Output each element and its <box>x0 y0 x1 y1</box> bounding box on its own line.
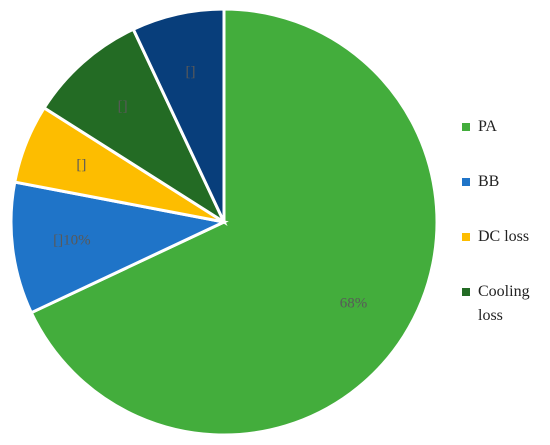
legend-entry: DC loss <box>462 225 548 249</box>
legend-label: PA <box>478 118 497 135</box>
legend-swatch <box>462 288 470 296</box>
pie-slice <box>9 180 229 315</box>
legend-swatch <box>462 233 470 241</box>
pie-slice <box>29 7 439 437</box>
legend-label: BB <box>478 173 500 190</box>
legend-entry: BB <box>462 170 548 194</box>
data-label: [] <box>118 98 128 114</box>
data-label: 68% <box>340 296 368 312</box>
data-label: []10% <box>53 233 91 249</box>
legend-swatch <box>462 178 470 186</box>
legend-label: DC loss <box>478 228 530 245</box>
pie-slice <box>131 7 226 223</box>
legend-entry: PA <box>462 115 548 139</box>
pie-slice <box>42 27 228 227</box>
data-label: [] <box>76 157 86 173</box>
data-label: [] <box>186 64 196 80</box>
legend-label: Cooling loss <box>478 283 530 324</box>
legend-entry: Cooling loss <box>462 280 548 328</box>
legend-swatch <box>462 123 470 131</box>
